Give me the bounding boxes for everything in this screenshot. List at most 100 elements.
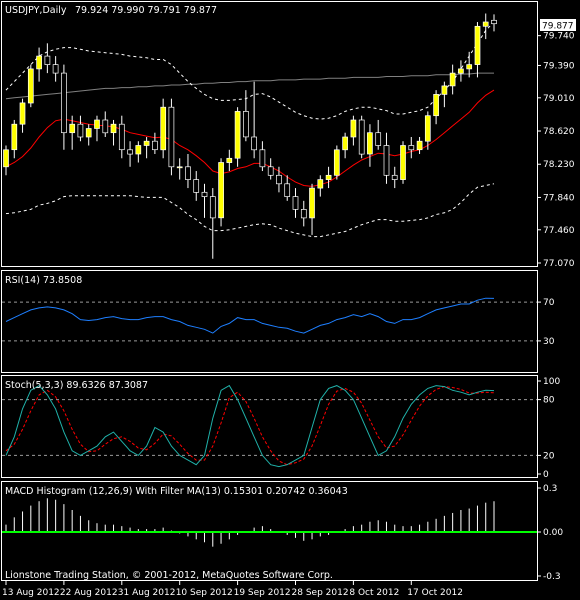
candle-body-bullish: [176, 166, 183, 169]
stoch-plot: [2, 384, 537, 468]
current-price-value: 79.877: [542, 22, 574, 32]
candle-body-bearish: [102, 119, 109, 134]
candle-body-bearish: [259, 149, 266, 168]
candle-body-bearish: [152, 140, 158, 151]
rsi-indicator-title: RSI(14) 73.8508: [5, 275, 82, 286]
candle-body-bullish: [309, 187, 315, 219]
candle-body-bullish: [27, 68, 34, 104]
lower-band-line: [5, 183, 495, 238]
candle-body-bearish: [251, 136, 257, 151]
macd-panel-frame: [1, 481, 538, 581]
short-moving-average-line: [5, 89, 495, 187]
candle-body-bearish: [491, 19, 497, 25]
rsi-panel-frame: [1, 270, 538, 373]
candle-body-bullish: [424, 115, 431, 142]
date-axis-label: 10 Sep 2012: [176, 588, 233, 598]
candle-body-bearish: [209, 196, 216, 219]
stoch-axis-label: 100: [543, 377, 560, 387]
candle-body-bullish: [350, 119, 357, 138]
price-axis-label: 78.620: [543, 127, 575, 137]
price-axis-label: 78.230: [543, 160, 575, 170]
candle-body-bearish: [118, 123, 125, 151]
candle-body-bearish: [267, 166, 274, 176]
candle-body-bearish: [408, 145, 415, 151]
candle-body-bullish: [441, 85, 448, 95]
macd-axis-label: 0.3: [543, 484, 557, 494]
candle-body-bullish: [110, 123, 117, 134]
copyright-notice: Lionstone Trading Station, © 2001-2012, …: [5, 570, 333, 581]
date-axis-label: 17 Oct 2012: [407, 588, 463, 598]
stoch-signal-line: [5, 386, 495, 466]
candle-body-bullish: [160, 106, 167, 151]
candle-body-bearish: [375, 132, 382, 146]
long-moving-average-line: [5, 72, 494, 100]
macd-axis-label: -0.3: [543, 572, 561, 582]
candle-body-bearish: [243, 111, 249, 138]
candle-body-bullish: [458, 68, 464, 74]
ohlc-readout: 79.924 79.990 79.791 79.877: [75, 5, 217, 16]
candle-body-bearish: [383, 145, 390, 176]
price-axis-label: 79.010: [543, 94, 575, 104]
stoch-indicator-title: Stoch(5,3,3) 89.6326 87.3087: [5, 380, 148, 391]
price-axis-label: 77.840: [543, 193, 575, 203]
candle-body-bullish: [325, 174, 332, 180]
candle-body-bullish: [400, 145, 406, 180]
price-axis-label: 79.390: [543, 62, 575, 72]
candle-body-bearish: [201, 191, 208, 197]
rsi-axis-label: 70: [543, 298, 555, 308]
price-axis-label: 77.460: [543, 226, 575, 236]
candle-body-bullish: [69, 123, 76, 134]
candle-body-bullish: [135, 145, 142, 155]
candle-body-bullish: [226, 157, 233, 163]
candle-body-bullish: [466, 64, 473, 70]
candle-body-bullish: [94, 119, 100, 129]
macd-indicator-title: MACD Histogram (12,26,9) With Filter MA(…: [5, 486, 348, 497]
price-axis-label: 79.740: [543, 32, 575, 42]
candle-body-bearish: [77, 123, 84, 138]
macd-histogram-plot: [2, 498, 537, 547]
candle-body-bearish: [61, 72, 67, 134]
stoch-main-line: [5, 384, 495, 468]
stoch-axis-label: 0: [543, 470, 549, 480]
candle-body-bearish: [300, 209, 307, 219]
date-axis-label: 22 Aug 2012: [60, 588, 118, 598]
candle-body-bullish: [482, 21, 489, 27]
candle-body-bullish: [11, 123, 18, 151]
rsi-axis-label: 30: [543, 337, 555, 347]
candle-body-bullish: [3, 149, 9, 168]
candle-body-bullish: [36, 55, 42, 70]
candle-body-bearish: [391, 174, 398, 180]
candle-body-bullish: [234, 111, 241, 159]
price-plot: [3, 13, 497, 259]
candle-body-bullish: [218, 162, 224, 219]
candle-body-bearish: [168, 106, 175, 168]
candle-body-bearish: [193, 179, 200, 193]
price-panel-frame: [1, 1, 538, 267]
candle-body-bearish: [52, 64, 59, 74]
candle-body-bullish: [367, 132, 373, 155]
candle-body-bullish: [416, 140, 423, 151]
candle-body-bearish: [284, 183, 291, 197]
rsi-plot: [2, 297, 537, 342]
candle-body-bearish: [292, 196, 299, 210]
rsi-line: [5, 297, 495, 334]
candle-body-bearish: [358, 119, 365, 155]
date-axis-label: 28 Sep 2012: [292, 588, 349, 598]
candle-body-bullish: [143, 140, 150, 146]
candle-body-bearish: [276, 174, 282, 185]
candle-body-bullish: [317, 179, 324, 189]
date-axis-label: 8 Oct 2012: [349, 588, 399, 598]
price-axis-label: 77.070: [543, 259, 575, 269]
stoch-axis-label: 80: [543, 396, 555, 406]
candle-body-bullish: [19, 102, 26, 125]
candle-body-bullish: [333, 149, 340, 176]
current-price-badge: [540, 19, 576, 31]
candle-body-bullish: [449, 72, 456, 87]
upper-band-line: [5, 21, 495, 120]
candle-body-bullish: [85, 128, 92, 138]
date-axis-label: 13 Aug 2012: [2, 588, 60, 598]
candle-body-bullish: [474, 25, 481, 65]
candle-body-bearish: [127, 149, 133, 155]
